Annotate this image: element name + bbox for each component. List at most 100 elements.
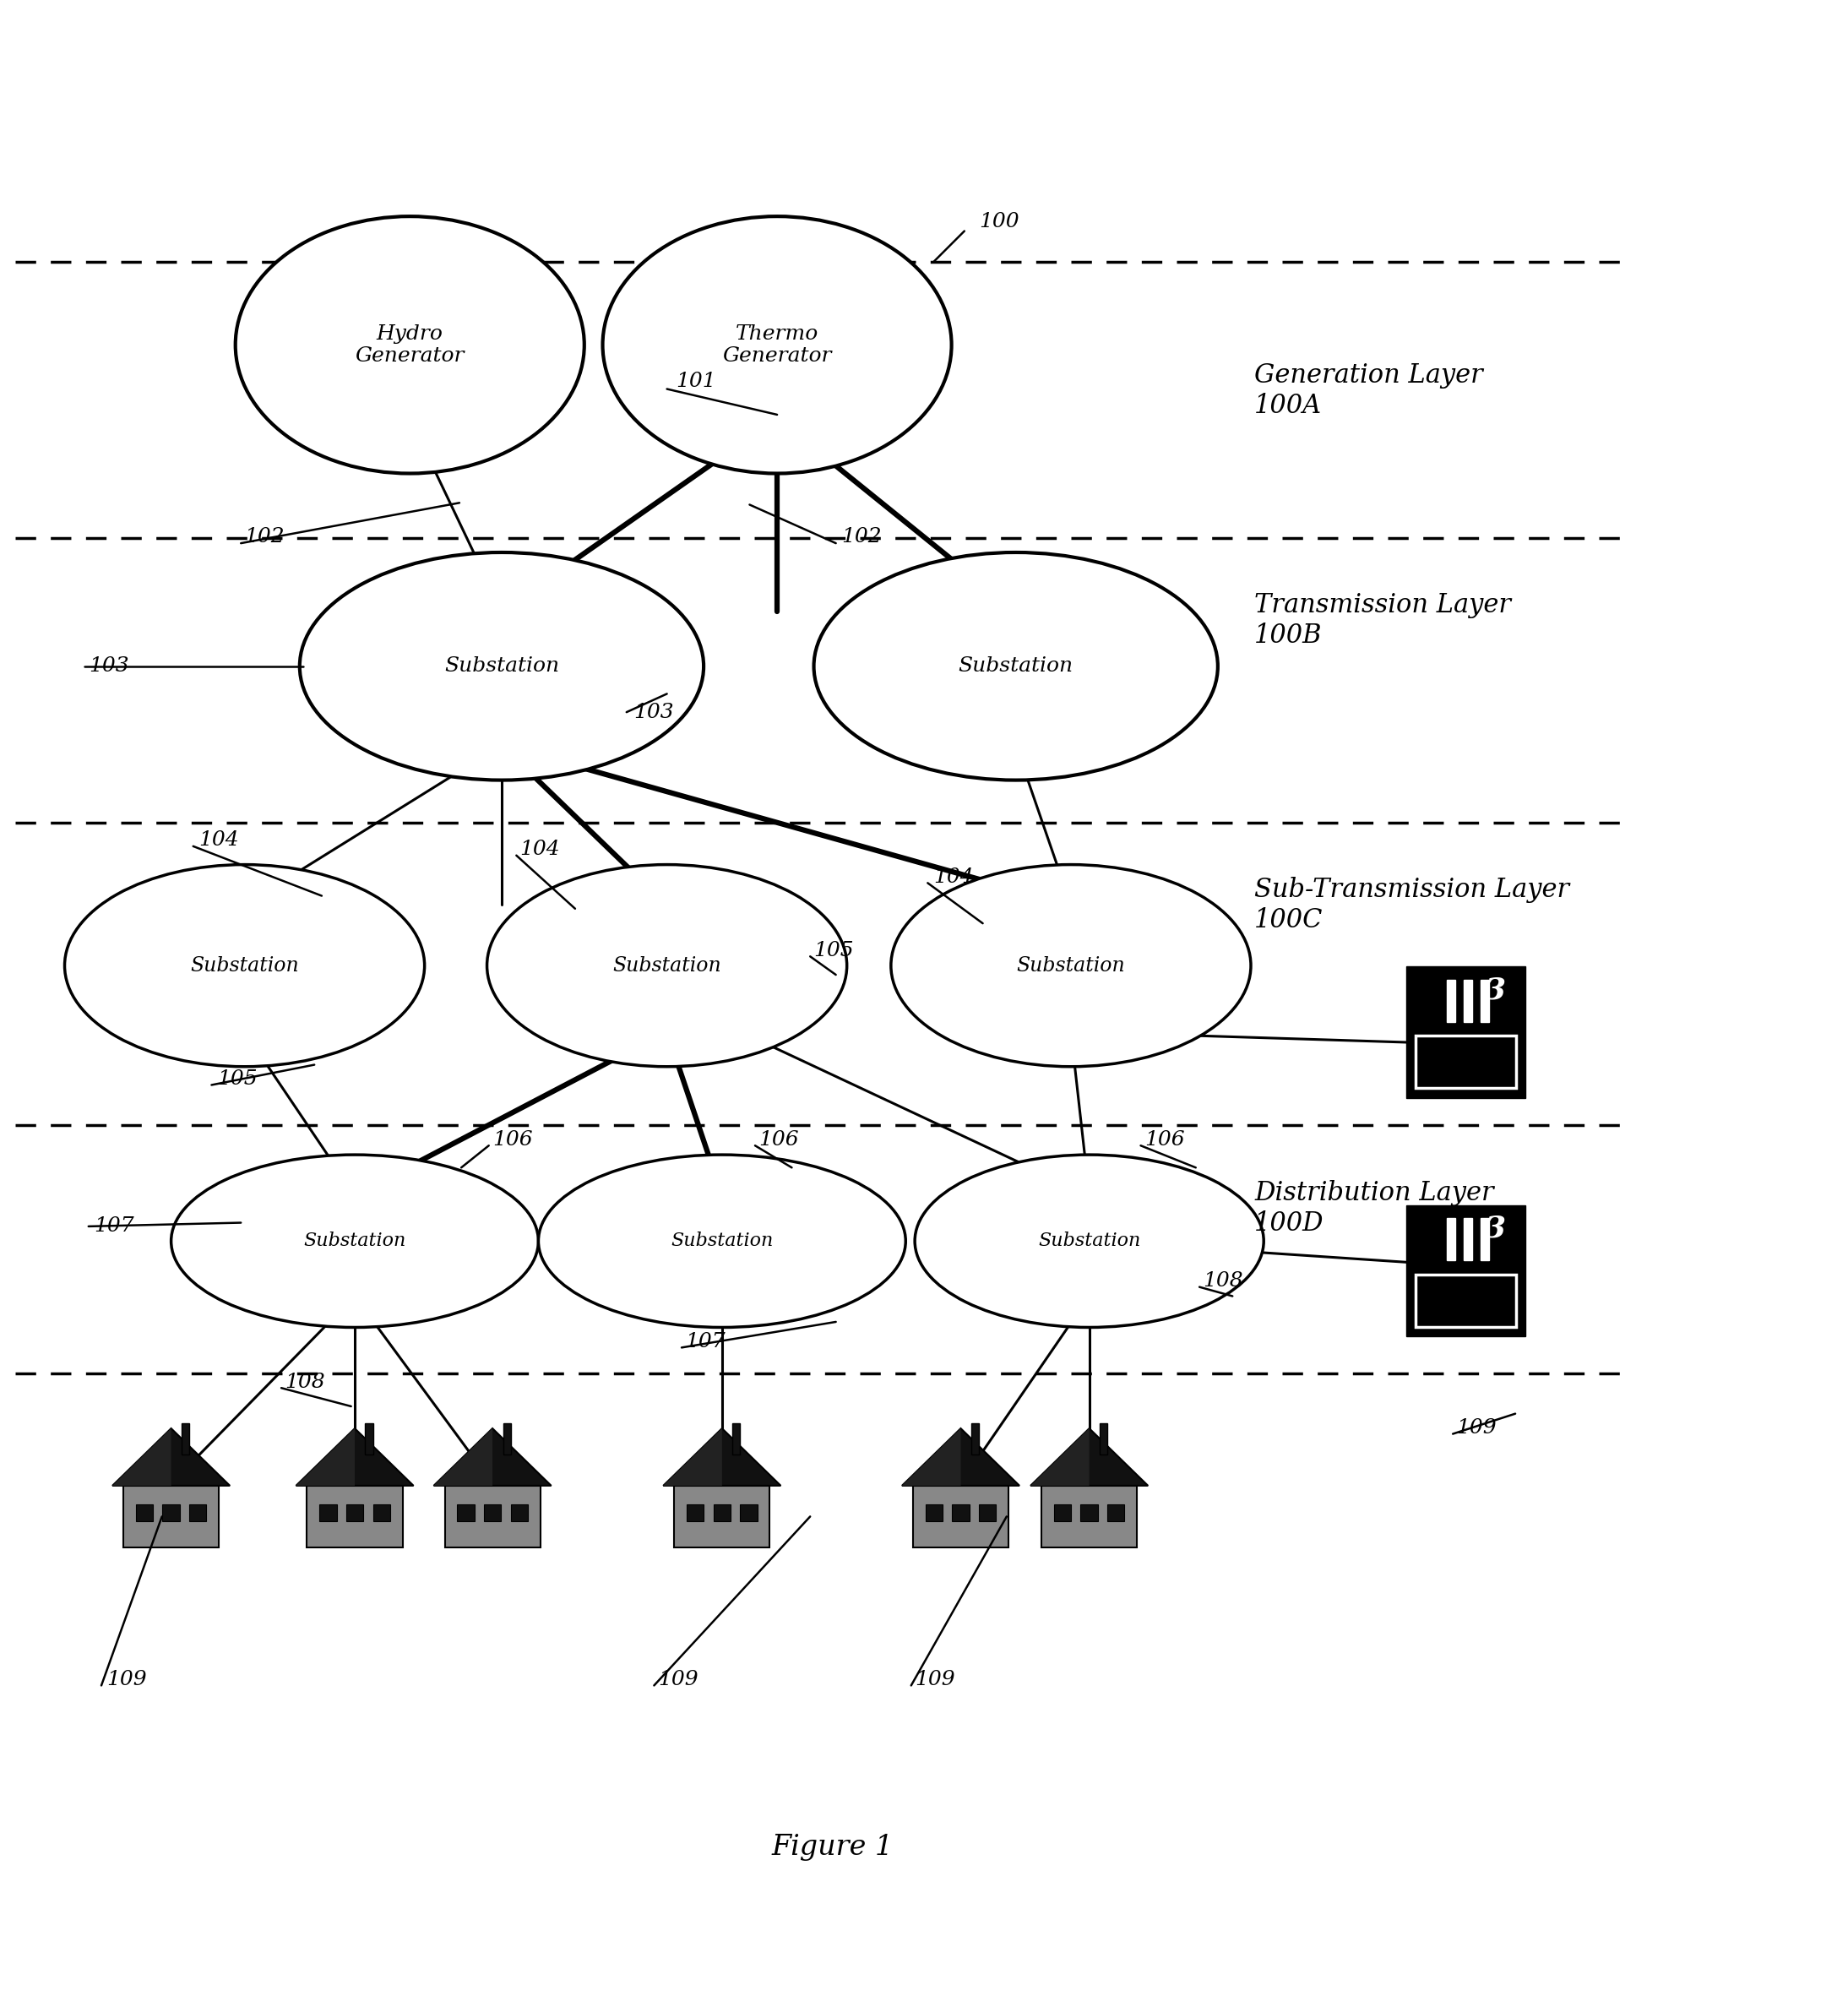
Text: 108: 108	[285, 1372, 325, 1392]
Polygon shape	[687, 1505, 704, 1521]
Text: 109: 109	[915, 1670, 955, 1690]
Ellipse shape	[813, 553, 1218, 781]
Bar	[1416, 1036, 1515, 1088]
Polygon shape	[741, 1505, 758, 1521]
Polygon shape	[972, 1422, 979, 1455]
Polygon shape	[913, 1485, 1009, 1547]
Polygon shape	[296, 1429, 355, 1485]
Polygon shape	[510, 1505, 529, 1521]
Ellipse shape	[538, 1155, 906, 1328]
Polygon shape	[434, 1429, 492, 1485]
Polygon shape	[1447, 1219, 1456, 1260]
Text: 109: 109	[107, 1670, 148, 1690]
Polygon shape	[307, 1485, 403, 1547]
Text: 106: 106	[492, 1131, 532, 1149]
Text: 109: 109	[1456, 1418, 1497, 1437]
Text: Transmission Layer
100B: Transmission Layer 100B	[1255, 592, 1512, 648]
Text: Substation: Substation	[671, 1231, 772, 1249]
Polygon shape	[713, 1505, 730, 1521]
Ellipse shape	[915, 1155, 1264, 1328]
Text: 105: 105	[813, 942, 854, 960]
Polygon shape	[434, 1429, 551, 1485]
Polygon shape	[732, 1422, 741, 1455]
Text: Distribution Layer
100D: Distribution Layer 100D	[1255, 1179, 1493, 1235]
Polygon shape	[902, 1429, 1020, 1485]
Polygon shape	[373, 1505, 390, 1521]
Text: 102: 102	[244, 527, 285, 547]
Text: Substation: Substation	[303, 1231, 407, 1249]
Polygon shape	[346, 1505, 364, 1521]
Polygon shape	[484, 1505, 501, 1521]
Text: 105: 105	[216, 1068, 257, 1088]
Bar	[1416, 1274, 1515, 1328]
Polygon shape	[1406, 966, 1525, 1099]
Text: Substation: Substation	[612, 956, 721, 976]
Polygon shape	[1406, 1205, 1525, 1336]
Polygon shape	[1081, 1505, 1098, 1521]
Polygon shape	[445, 1485, 540, 1547]
Text: 103: 103	[634, 702, 675, 722]
Text: 104: 104	[519, 839, 560, 859]
Polygon shape	[188, 1505, 207, 1521]
Text: 106: 106	[1144, 1131, 1185, 1149]
Polygon shape	[135, 1505, 153, 1521]
Polygon shape	[163, 1505, 179, 1521]
Text: Thermo
Generator: Thermo Generator	[723, 324, 832, 366]
Polygon shape	[124, 1485, 218, 1547]
Polygon shape	[113, 1429, 229, 1485]
Polygon shape	[952, 1505, 970, 1521]
Polygon shape	[503, 1422, 510, 1455]
Text: 101: 101	[676, 372, 717, 390]
Text: Generation Layer
100A: Generation Layer 100A	[1255, 362, 1484, 418]
Polygon shape	[113, 1429, 172, 1485]
Ellipse shape	[172, 1155, 538, 1328]
Text: 3: 3	[1486, 1215, 1506, 1243]
Ellipse shape	[891, 865, 1251, 1066]
Polygon shape	[1480, 980, 1489, 1022]
Polygon shape	[296, 1429, 414, 1485]
Text: Sub-Transmission Layer
100C: Sub-Transmission Layer 100C	[1255, 877, 1569, 934]
Polygon shape	[320, 1505, 336, 1521]
Text: Substation: Substation	[1039, 1231, 1140, 1249]
Text: Substation: Substation	[190, 956, 299, 976]
Polygon shape	[1042, 1485, 1137, 1547]
Polygon shape	[366, 1422, 373, 1455]
Polygon shape	[1031, 1429, 1088, 1485]
Polygon shape	[1053, 1505, 1072, 1521]
Polygon shape	[181, 1422, 188, 1455]
Polygon shape	[1107, 1505, 1125, 1521]
Ellipse shape	[299, 553, 704, 781]
Polygon shape	[456, 1505, 475, 1521]
Text: 102: 102	[841, 527, 881, 547]
Polygon shape	[902, 1429, 961, 1485]
Ellipse shape	[488, 865, 846, 1066]
Text: 106: 106	[760, 1131, 798, 1149]
Ellipse shape	[602, 217, 952, 473]
Text: 107: 107	[686, 1332, 726, 1352]
Polygon shape	[1480, 1219, 1489, 1260]
Text: Substation: Substation	[444, 656, 560, 676]
Polygon shape	[1464, 1219, 1473, 1260]
Text: 108: 108	[1203, 1272, 1244, 1290]
Text: Substation: Substation	[1016, 956, 1125, 976]
Text: 107: 107	[94, 1217, 135, 1235]
Text: Figure 1: Figure 1	[771, 1833, 893, 1861]
Polygon shape	[979, 1505, 996, 1521]
Polygon shape	[1100, 1422, 1107, 1455]
Text: 104: 104	[933, 867, 974, 887]
Text: Hydro
Generator: Hydro Generator	[355, 324, 464, 366]
Ellipse shape	[65, 865, 425, 1066]
Text: 3: 3	[1486, 976, 1506, 1004]
Text: Substation: Substation	[959, 656, 1074, 676]
Polygon shape	[1464, 980, 1473, 1022]
Text: 100: 100	[979, 211, 1020, 231]
Ellipse shape	[235, 217, 584, 473]
Text: 104: 104	[200, 831, 238, 849]
Text: 103: 103	[89, 656, 129, 676]
Polygon shape	[926, 1505, 942, 1521]
Polygon shape	[1447, 980, 1456, 1022]
Text: 109: 109	[658, 1670, 699, 1690]
Polygon shape	[1031, 1429, 1148, 1485]
Polygon shape	[663, 1429, 780, 1485]
Polygon shape	[675, 1485, 771, 1547]
